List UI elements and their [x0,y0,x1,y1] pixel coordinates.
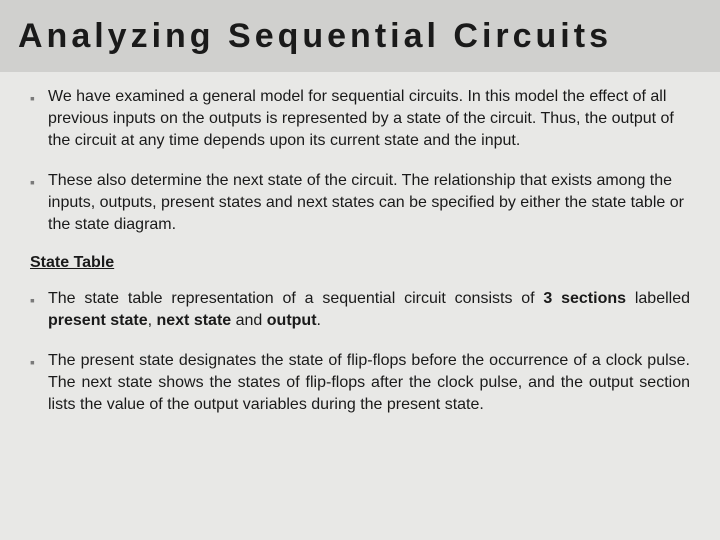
text-run-bold: next state [156,312,231,329]
bullet-marker-icon: ▪ [30,170,48,236]
text-run: and [231,312,267,329]
bullet-item: ▪ The state table representation of a se… [30,288,690,332]
bullet-text: These also determine the next state of t… [48,170,690,236]
bullet-marker-icon: ▪ [30,350,48,416]
bullet-marker-icon: ▪ [30,86,48,152]
bullet-text: We have examined a general model for seq… [48,86,690,152]
text-run-bold: output [267,312,317,329]
slide-content: ▪ We have examined a general model for s… [0,72,720,416]
bullet-text: The present state designates the state o… [48,350,690,416]
bullet-item: ▪ These also determine the next state of… [30,170,690,236]
bullet-text: The state table representation of a sequ… [48,288,690,332]
text-run: . [317,312,321,329]
subheading-state-table: State Table [30,254,690,272]
title-bar: Analyzing Sequential Circuits [0,0,720,72]
text-run-bold: present state [48,312,148,329]
bullet-item: ▪ The present state designates the state… [30,350,690,416]
page-title: Analyzing Sequential Circuits [18,17,612,56]
bullet-marker-icon: ▪ [30,288,48,332]
text-run: The state table representation of a sequ… [48,290,543,307]
text-run: labelled [626,290,690,307]
text-run-bold: 3 sections [543,290,626,307]
bullet-item: ▪ We have examined a general model for s… [30,86,690,152]
